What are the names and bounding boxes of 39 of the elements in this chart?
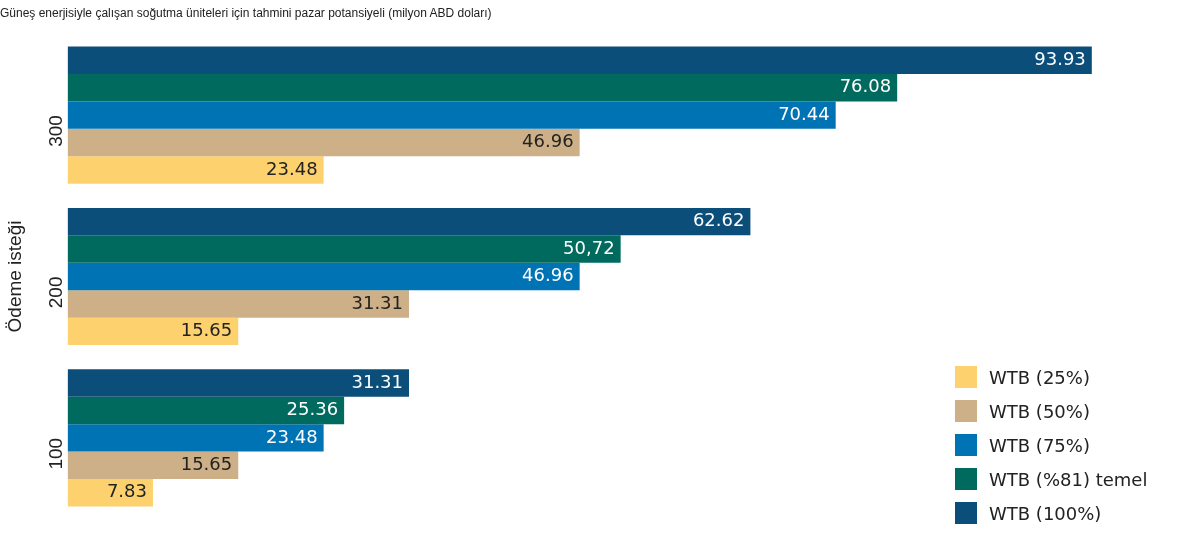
y-tick-label: 100 [44, 437, 66, 470]
bar [67, 317, 239, 346]
legend-label: WTB (25%) [989, 366, 1090, 388]
data-label: 31.31 [351, 370, 403, 392]
bar [67, 156, 324, 184]
data-label: 70.44 [778, 102, 830, 124]
bar [67, 128, 580, 157]
chart-title: Güneş enerjisiyle çalışan soğutma üniteleri için tahmini pazar potansiyeli (milyon ABD doları) [0, 5, 492, 20]
y-tick-label: 200 [44, 276, 66, 309]
bar [67, 235, 621, 263]
data-label: 76.08 [839, 75, 892, 97]
data-label: 23.48 [266, 157, 318, 179]
bar [67, 290, 409, 318]
y-tick-label: 300 [44, 115, 66, 147]
legend-label: WTB (%81) temel [989, 468, 1148, 490]
data-label: 93.93 [1034, 47, 1086, 69]
bar [67, 451, 239, 480]
data-label: 31.31 [351, 291, 403, 313]
y-axis-title: Ödeme isteği [3, 220, 25, 333]
data-label: 46.96 [522, 264, 574, 286]
data-label: 46.96 [522, 130, 574, 152]
bar [67, 73, 898, 102]
bar [67, 396, 345, 425]
data-label: 50,72 [563, 236, 615, 258]
bar [67, 369, 409, 397]
data-label: 23.48 [266, 425, 318, 447]
data-label: 15.65 [180, 319, 233, 341]
legend-label: WTB (75%) [989, 434, 1090, 456]
bar [67, 101, 836, 129]
data-label: 25.36 [286, 398, 339, 420]
data-label: 7.83 [106, 480, 147, 502]
bar [67, 424, 324, 452]
bar [67, 207, 751, 236]
bar [67, 46, 1092, 74]
legend-label: WTB (100%) [989, 502, 1102, 524]
bar [67, 262, 580, 291]
legend-label: WTB (50%) [989, 400, 1090, 422]
data-label: 62.62 [692, 209, 745, 231]
data-label: 15.65 [180, 453, 233, 475]
